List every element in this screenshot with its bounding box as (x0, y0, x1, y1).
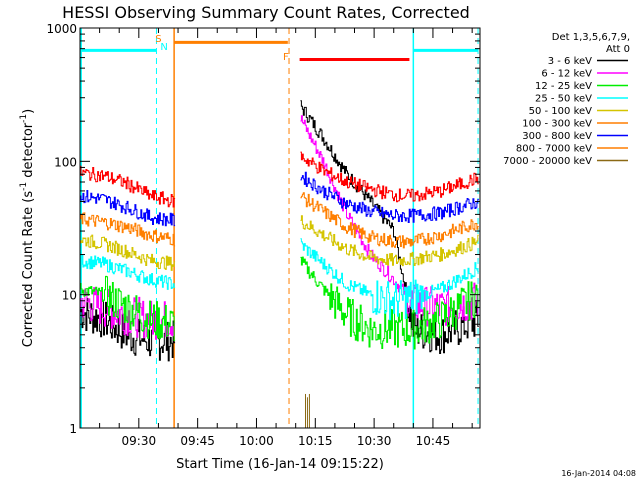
x-tick-label: 10:15 (298, 434, 333, 448)
series-line (300, 215, 479, 267)
series-line (80, 165, 176, 208)
legend-label: 300 - 800 keV (522, 131, 592, 142)
y-tick-label: 1 (69, 422, 77, 436)
series-300-800kev (80, 171, 479, 227)
series-25-50kev (80, 238, 479, 321)
series-12-25kev (80, 256, 479, 350)
legend-label: 3 - 6 keV (548, 56, 592, 67)
x-tick-label: 09:45 (180, 434, 215, 448)
legend-header: Att 0 (606, 44, 630, 55)
legend-label: 100 - 300 keV (522, 119, 592, 130)
series-line (300, 238, 479, 321)
marker-n: N (160, 42, 167, 53)
plot-area: SN F (80, 28, 479, 428)
chart-title: HESSI Observing Summary Count Rates, Cor… (62, 3, 470, 22)
x-axis-label: Start Time (16-Jan-14 09:15:22) (176, 457, 384, 472)
marker-f: F (283, 52, 289, 63)
series-line (300, 256, 479, 350)
marker-s: S (155, 34, 161, 45)
series-7000-20000kev (304, 393, 310, 428)
legend-label: 800 - 7000 keV (516, 144, 592, 155)
legend-label: 12 - 25 keV (535, 81, 592, 92)
y-axis-label: Corrected Count Rate (s-1 detector-1) (19, 109, 36, 347)
legend-label: 25 - 50 keV (535, 94, 592, 105)
x-tick-label: 10:00 (239, 434, 274, 448)
footer-date: 16-Jan-2014 04:08 (561, 469, 636, 478)
series-line (300, 151, 479, 203)
series-line (80, 253, 176, 290)
legend-label: 7000 - 20000 keV (503, 156, 592, 167)
plot-frame (79, 27, 481, 429)
legend: Det 1,3,5,6,7,9,Att 0 3 - 6 keV 6 - 12 keV… (503, 32, 630, 167)
series-line (80, 212, 176, 247)
series-100-300kev (80, 192, 479, 249)
y-tick-label: 100 (54, 155, 77, 169)
series-line (80, 190, 176, 227)
legend-label: 50 - 100 keV (529, 106, 593, 117)
series-line (80, 234, 176, 271)
x-tick-label: 10:45 (416, 434, 451, 448)
series-line (300, 171, 479, 223)
x-tick-label: 09:30 (122, 434, 157, 448)
legend-header: Det 1,3,5,6,7,9, (552, 32, 630, 43)
y-tick-label: 1000 (46, 22, 77, 36)
series-line (80, 275, 176, 341)
series-line (300, 192, 479, 249)
series-800-7000kev (80, 151, 479, 208)
x-tick-label: 10:30 (357, 434, 392, 448)
legend-label: 6 - 12 keV (541, 69, 592, 80)
series-50-100kev (80, 215, 479, 271)
y-tick-label: 10 (62, 289, 77, 303)
axes: 1 10 100 1000 09:30 09:45 10:00 10:15 10:30 10:45 (46, 22, 481, 448)
